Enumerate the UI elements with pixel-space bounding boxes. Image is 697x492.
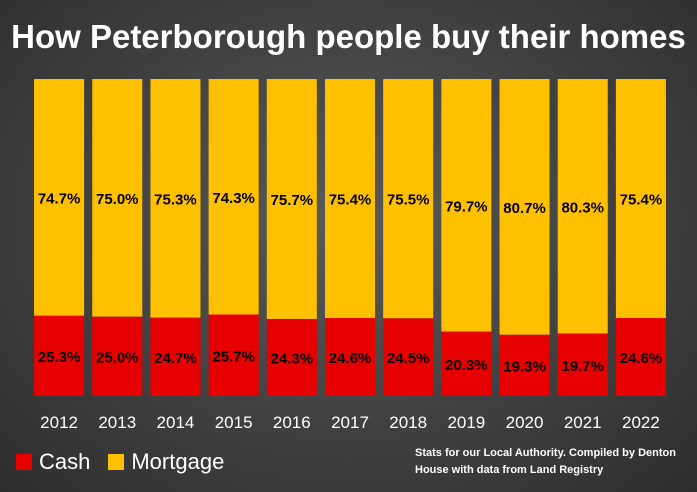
- data-label-cash-2014: 24.7%: [154, 350, 197, 367]
- bar-cash-2020: [499, 334, 550, 396]
- x-tick-label-2017: 2017: [331, 413, 369, 432]
- data-label-cash-2022: 24.6%: [620, 350, 663, 367]
- bar-mortgage-2014: [150, 79, 201, 318]
- x-tick-label-2015: 2015: [215, 413, 253, 432]
- x-tick-label-2013: 2013: [98, 413, 136, 432]
- data-label-mortgage-2020: 80.7%: [503, 200, 546, 217]
- data-label-cash-2013: 25.0%: [96, 349, 139, 366]
- bar-cash-2016: [266, 318, 317, 396]
- bar-cash-2014: [150, 317, 201, 396]
- bar-cash-2022: [615, 318, 666, 396]
- legend-label-cash: Cash: [39, 449, 91, 474]
- bar-mortgage-2013: [92, 79, 143, 317]
- data-label-mortgage-2013: 75.0%: [96, 191, 139, 208]
- bar-cash-2015: [208, 314, 259, 396]
- x-tick-label-2012: 2012: [40, 413, 78, 432]
- x-tick-label-2019: 2019: [447, 413, 485, 432]
- x-tick-label-2022: 2022: [622, 413, 660, 432]
- data-label-cash-2021: 19.7%: [561, 358, 604, 375]
- bar-mortgage-2022: [615, 79, 666, 319]
- bar-mortgage-2019: [441, 79, 492, 332]
- x-tick-label-2021: 2021: [564, 413, 602, 432]
- data-label-mortgage-2018: 75.5%: [387, 192, 430, 209]
- bar-mortgage-2018: [383, 79, 434, 319]
- bar-cash-2018: [383, 318, 434, 396]
- bar-mortgage-2015: [208, 79, 259, 315]
- data-label-mortgage-2021: 80.3%: [561, 199, 604, 216]
- x-tick-label-2016: 2016: [273, 413, 311, 432]
- source-note: Stats for our Local Authority. Compiled …: [415, 447, 676, 476]
- data-label-mortgage-2022: 75.4%: [620, 192, 663, 209]
- legend-swatch-mortgage: [108, 454, 125, 470]
- legend-item-cash: Cash: [16, 449, 90, 475]
- bar-mortgage-2020: [499, 79, 550, 335]
- data-label-cash-2020: 19.3%: [503, 358, 546, 375]
- data-label-mortgage-2012: 74.7%: [38, 190, 81, 207]
- bar-cash-2019: [441, 331, 492, 396]
- data-label-cash-2016: 24.3%: [271, 350, 314, 367]
- data-label-cash-2018: 24.5%: [387, 350, 430, 367]
- data-label-mortgage-2016: 75.7%: [271, 192, 314, 209]
- legend: Cash Mortgage: [16, 446, 242, 478]
- legend-swatch-cash: [16, 454, 32, 470]
- data-label-cash-2012: 25.3%: [38, 349, 81, 366]
- x-tick-label-2014: 2014: [157, 413, 195, 432]
- data-label-cash-2015: 25.7%: [212, 348, 255, 365]
- data-label-cash-2017: 24.6%: [329, 350, 372, 367]
- bar-cash-2012: [34, 315, 85, 396]
- bar-mortgage-2012: [34, 79, 85, 316]
- legend-item-mortgage: Mortgage: [108, 449, 224, 475]
- data-label-mortgage-2014: 75.3%: [154, 191, 197, 208]
- bar-cash-2021: [557, 333, 608, 396]
- bar-cash-2013: [92, 316, 143, 396]
- x-tick-label-2018: 2018: [389, 413, 427, 432]
- legend-label-mortgage: Mortgage: [131, 449, 225, 474]
- data-label-mortgage-2017: 75.4%: [329, 192, 372, 209]
- data-label-mortgage-2019: 79.7%: [445, 198, 488, 215]
- data-label-mortgage-2015: 74.3%: [212, 190, 255, 207]
- bar-mortgage-2021: [557, 79, 608, 334]
- chart-title: How Peterborough people buy their homes: [11, 18, 686, 55]
- data-label-cash-2019: 20.3%: [445, 357, 488, 374]
- bar-mortgage-2017: [324, 79, 376, 319]
- bar-mortgage-2016: [266, 79, 317, 319]
- bar-cash-2017: [324, 318, 376, 396]
- x-tick-label-2020: 2020: [506, 413, 544, 432]
